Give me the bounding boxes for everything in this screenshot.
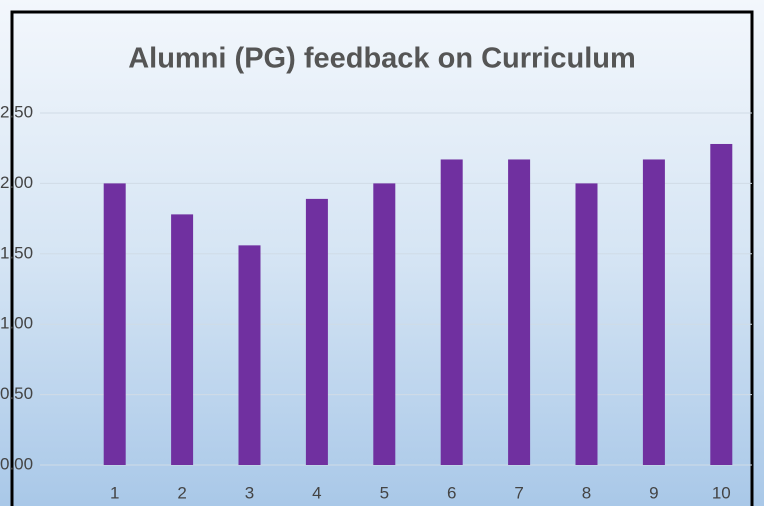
bar bbox=[440, 159, 463, 466]
y-tick-label: 2.00 bbox=[0, 173, 33, 192]
bar bbox=[642, 159, 665, 466]
y-tick-label: 0.00 bbox=[0, 454, 33, 473]
bar bbox=[103, 183, 126, 465]
x-tick-label: 3 bbox=[245, 483, 254, 502]
bar bbox=[575, 183, 598, 465]
x-tick-label: 2 bbox=[177, 483, 186, 502]
x-tick-label: 9 bbox=[649, 483, 658, 502]
x-tick-label: 8 bbox=[582, 483, 591, 502]
bar bbox=[710, 143, 733, 465]
frame bbox=[10, 10, 754, 506]
bar bbox=[508, 159, 531, 466]
x-tick-label: 6 bbox=[447, 483, 456, 502]
y-tick-label: 1.50 bbox=[0, 243, 33, 262]
y-tick-label: 1.00 bbox=[0, 314, 33, 333]
bar bbox=[373, 183, 396, 465]
x-tick-label: 4 bbox=[312, 483, 321, 502]
bar bbox=[238, 245, 261, 465]
x-tick-label: 1 bbox=[110, 483, 119, 502]
y-tick-label: 0.50 bbox=[0, 384, 33, 403]
x-tick-label: 10 bbox=[712, 483, 731, 502]
x-tick-label: 7 bbox=[514, 483, 523, 502]
chart-title: Alumni (PG) feedback on Curriculum bbox=[128, 43, 636, 75]
y-tick-label: 2.50 bbox=[0, 102, 33, 121]
x-tick-label: 5 bbox=[380, 483, 389, 502]
bar bbox=[171, 214, 194, 465]
bar bbox=[305, 198, 328, 465]
